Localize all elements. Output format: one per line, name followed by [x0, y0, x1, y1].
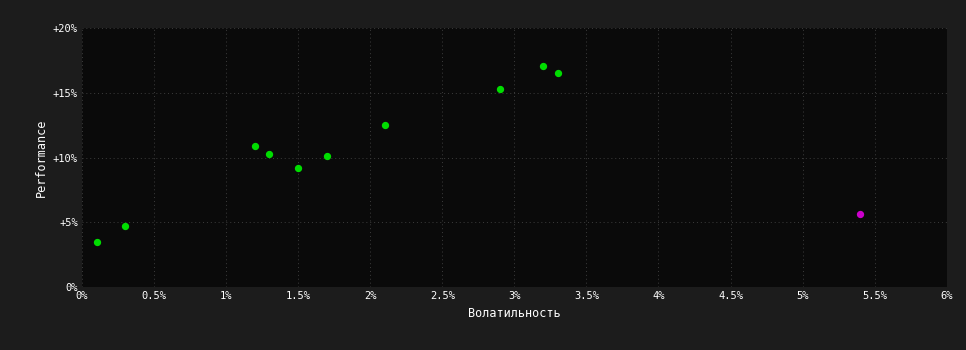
- Point: [118, 223, 133, 229]
- Point: [291, 165, 306, 171]
- Point: [535, 63, 551, 68]
- Point: [89, 239, 104, 244]
- Point: [493, 86, 508, 92]
- Point: [377, 122, 392, 128]
- Point: [247, 143, 263, 149]
- Point: [550, 71, 565, 76]
- Point: [262, 151, 277, 156]
- Point: [853, 212, 868, 217]
- Y-axis label: Performance: Performance: [35, 118, 47, 197]
- X-axis label: Волатильность: Волатильность: [469, 307, 560, 320]
- Point: [320, 153, 335, 159]
